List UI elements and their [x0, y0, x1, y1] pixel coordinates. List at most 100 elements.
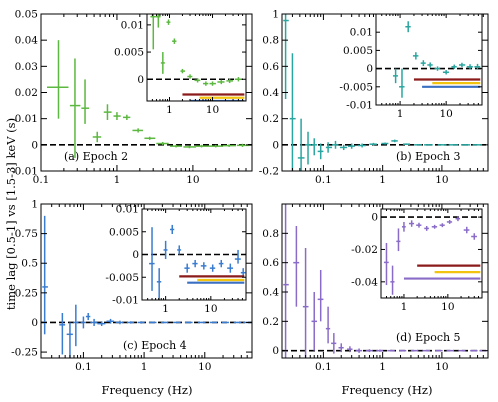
main-epoch5-ytick-label: 0.6: [262, 257, 279, 269]
inset-epoch4-point: [209, 264, 216, 272]
main-epoch3-point: [305, 131, 312, 165]
main-epoch4-ytick-label: 1: [31, 199, 38, 211]
inset-epoch4-ytick-label: -0.01: [112, 295, 139, 307]
inset-epoch5-ytick-label: -0.02: [351, 244, 378, 256]
main-epoch4-point: [137, 321, 145, 324]
inset-epoch4-point: [234, 249, 241, 264]
main-epoch4-xtick-label: 10: [198, 361, 211, 373]
main-epoch5-point: [302, 248, 309, 358]
inset-epoch3-point: [420, 60, 426, 67]
main-epoch3-point: [283, 14, 289, 100]
inset-epoch2-point: [160, 52, 165, 74]
inset-epoch4: 1 10 -0.01 -0.005 0 0.005 0.01: [105, 204, 247, 315]
y-axis-label: time lag [0.5-1] vs [1.5-3] keV (s): [4, 118, 18, 310]
inset-epoch2-point: [172, 38, 177, 44]
main-epoch3-point: [448, 144, 459, 146]
main-epoch2-point: [156, 141, 169, 146]
inset-epoch4-point: [156, 268, 162, 300]
inset-epoch3-xtick-label: 1: [397, 108, 404, 120]
inset-epoch2-point: [194, 78, 201, 83]
main-epoch4-ytick-label: 0.5: [21, 258, 38, 270]
inset-epoch4-point: [192, 259, 198, 268]
panel-label-epoch4: (c) Epoch 4: [123, 339, 187, 352]
main-epoch3-ytick-label: 0.6: [262, 61, 279, 73]
inset-epoch3-xtick-label: 10: [439, 108, 452, 120]
main-epoch4-point: [42, 215, 48, 335]
main-epoch4-ytick-label: 0.25: [15, 287, 38, 299]
main-epoch3-point: [357, 143, 366, 148]
main-epoch3-ytick-label: 1: [272, 9, 279, 21]
main-epoch3-point: [460, 144, 471, 146]
main-epoch4-point: [97, 321, 106, 327]
inset-epoch5-ytick-label: 0: [371, 212, 378, 224]
main-epoch5-point: [435, 349, 443, 352]
main-epoch4-frame: [40, 203, 253, 359]
main-epoch2-point: [236, 143, 250, 147]
inset-epoch5-point: [416, 222, 422, 228]
inset-epoch5-background: [381, 209, 482, 298]
main-epoch2-point: [196, 144, 209, 148]
main-epoch5-point: [458, 349, 466, 352]
inset-epoch3-point: [442, 70, 449, 75]
inset-epoch5-point: [408, 220, 415, 227]
main-epoch5-point: [283, 204, 289, 358]
inset-epoch2-point: [202, 81, 209, 86]
main-epoch4-point: [66, 322, 73, 358]
main-epoch2-point: [69, 58, 81, 158]
inset-epoch2-point: [209, 81, 216, 86]
inset-epoch4-xtick-label: 10: [204, 303, 217, 315]
inset-epoch4-ytick-label: 0.01: [116, 204, 139, 216]
main-epoch2-xtick-label: 10: [186, 174, 199, 186]
inset-epoch3: 1 10 -0.01 -0.005 0 0.005 0.01: [339, 13, 483, 120]
main-epoch4-point: [209, 321, 218, 324]
main-epoch3-point: [332, 140, 339, 149]
inset-epoch4-ytick-label: 0: [132, 249, 139, 261]
inset-epoch5-point: [439, 223, 445, 228]
inset-epoch3-point: [434, 66, 441, 71]
main-epoch3-point: [317, 143, 324, 160]
main-epoch2-ytick-label: 0.01: [15, 113, 38, 125]
main-epoch4-point: [106, 318, 115, 324]
panel-epoch5: 0.1 1 10 0 0.2 0.4 0.6 0.8 (d) Epoch 5 1 10 -0.04 -0…: [262, 203, 489, 373]
main-epoch2-ytick-label: -0.01: [11, 166, 38, 178]
inset-epoch3-point: [458, 62, 466, 68]
main-epoch3-xtick-label: 0.1: [315, 174, 332, 186]
main-epoch4-point: [173, 321, 181, 324]
inset-epoch3-point: [392, 68, 398, 84]
main-epoch5-ytick-label: 0: [272, 345, 279, 357]
inset-epoch2-point: [217, 79, 225, 85]
main-epoch5-point: [422, 349, 431, 352]
x-axis-label-left: Frequency (Hz): [102, 383, 193, 397]
inset-epoch5-series: [383, 216, 481, 295]
main-epoch5-point: [317, 270, 324, 322]
main-epoch4-point: [59, 312, 66, 355]
main-epoch2-point: [92, 131, 102, 143]
inset-epoch3-ytick-label: 0: [366, 63, 373, 75]
main-epoch2-point: [183, 145, 197, 149]
inset-epoch4-point: [177, 245, 182, 255]
main-epoch2-point: [223, 144, 237, 147]
main-epoch3-point: [325, 142, 333, 153]
inset-epoch3-point: [474, 63, 481, 70]
main-epoch5-point: [446, 349, 454, 352]
main-epoch3-ytick-label: -0.2: [259, 166, 279, 178]
main-epoch4-point: [197, 321, 206, 324]
panel-epoch4: 0.1 1 10 -0.25 0 0.25 0.5 0.75 1 (c) Epoch 4 1 10 -0…: [11, 199, 253, 373]
inset-epoch4-point: [163, 240, 168, 260]
main-epoch2-point: [170, 144, 183, 148]
inset-epoch4-point: [200, 262, 207, 270]
main-epoch5-xtick-label: 10: [435, 361, 448, 373]
main-epoch2-xtick-label: 0.1: [33, 174, 50, 186]
inset-epoch5-point: [383, 242, 389, 286]
inset-epoch3-point: [405, 21, 411, 33]
main-epoch3-point: [381, 142, 389, 145]
main-epoch4-point: [148, 321, 157, 324]
main-epoch5-ytick-label: 0.2: [262, 316, 279, 328]
main-epoch3-series: [283, 14, 483, 171]
inset-epoch5-point: [431, 224, 438, 229]
inset-epoch4-point: [170, 224, 175, 235]
main-epoch5-point: [293, 226, 300, 307]
main-epoch3-point: [311, 138, 318, 156]
inset-epoch4-point: [227, 263, 234, 273]
inset-epoch5-point: [424, 225, 429, 231]
